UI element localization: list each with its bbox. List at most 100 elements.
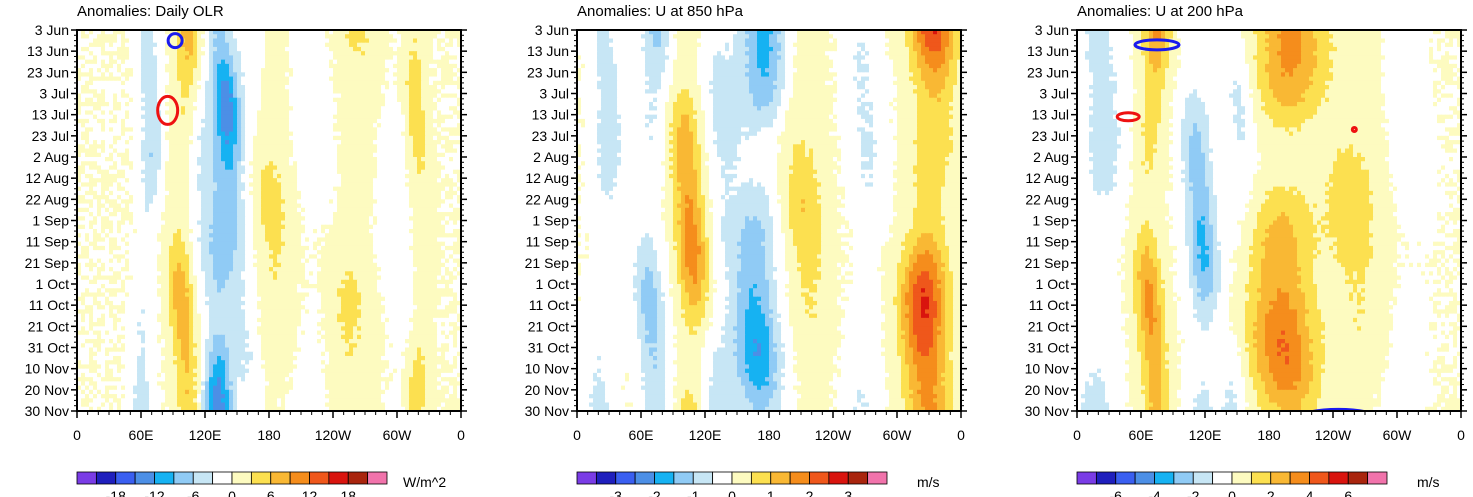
y-tick-label: 23 Jun [1027, 64, 1069, 80]
colorbar-swatch [173, 471, 194, 485]
colorbar-swatch [1154, 471, 1175, 485]
significance-contour [1307, 407, 1369, 411]
colorbar-swatch [712, 471, 733, 485]
x-tick-label: 60W [883, 427, 913, 443]
colorbar-swatch [1134, 471, 1155, 485]
y-tick-label: 3 Jun [535, 22, 569, 38]
colorbar-label: -4 [1148, 488, 1161, 497]
y-tick-label: 23 Jul [32, 128, 69, 144]
y-tick-label: 13 Jul [1032, 107, 1069, 123]
colorbar-swatch [1212, 471, 1233, 485]
x-tick-label: 180 [757, 427, 781, 443]
y-tick-label: 23 Jun [527, 64, 569, 80]
colorbar-label: -2 [1187, 488, 1200, 497]
colorbar-swatch [154, 471, 175, 485]
colorbar-swatch [828, 471, 849, 485]
y-tick-label: 20 Nov [1025, 382, 1069, 398]
colorbar-swatch [115, 471, 136, 485]
y-tick-label: 3 Jul [539, 86, 569, 102]
colorbar-swatch [847, 471, 869, 485]
panel-3: Anomalies: U at 200 hPa 3 Jun 13 Jun 23 Jun… [1025, 3, 1467, 497]
anomaly-field [77, 30, 461, 411]
colorbar-swatch [309, 471, 330, 485]
significance-contour [1133, 38, 1181, 52]
colorbar-label: 18 [340, 488, 356, 497]
colorbar-swatch [1115, 471, 1136, 485]
colorbar-swatch [76, 471, 97, 485]
x-tick-label: 180 [1257, 427, 1281, 443]
colorbar-swatch [576, 471, 597, 485]
colorbar-label: 0 [228, 488, 236, 497]
colorbar-swatch [270, 471, 291, 485]
colorbar-swatch [1328, 471, 1349, 485]
x-tick-label: 180 [257, 427, 281, 443]
y-tick-label: 21 Oct [1028, 318, 1069, 334]
colorbar-units: W/m^2 [403, 474, 446, 490]
x-tick-label: 60W [383, 427, 413, 443]
x-tick-label: 0 [457, 427, 465, 443]
colorbar-swatch [367, 471, 388, 485]
y-tick-label: 11 Oct [1029, 297, 1069, 313]
significance-contour [682, 414, 710, 424]
colorbar-swatch [212, 471, 233, 485]
x-tick-label: 0 [73, 427, 81, 443]
colorbar-label: 3 [844, 488, 852, 497]
significance-contour [156, 94, 180, 126]
colorbar-swatch [770, 471, 791, 485]
y-tick-label: 23 Jul [1032, 128, 1069, 144]
colorbar-swatch [1367, 471, 1388, 485]
y-tick-label: 23 Jul [532, 128, 569, 144]
colorbar: -18 -12 -6 0 6 12 18 W/m^2 [76, 471, 446, 497]
colorbar-label: -3 [610, 488, 623, 497]
y-tick-label: 23 Jun [27, 64, 69, 80]
colorbar-swatch [289, 471, 310, 485]
y-tick-label: 1 Oct [536, 276, 570, 292]
colorbar-swatch [1192, 471, 1214, 485]
y-tick-label: 21 Oct [28, 318, 69, 334]
x-tick-label: 120W [815, 427, 852, 443]
y-tick-label: 11 Sep [526, 234, 570, 250]
colorbar-swatch [731, 471, 752, 485]
x-tick-label: 0 [573, 427, 581, 443]
colorbar-swatch [867, 471, 888, 485]
colorbar-label: -2 [648, 488, 661, 497]
colorbar-label: -1 [687, 488, 700, 497]
y-tick-label: 11 Oct [529, 297, 569, 313]
anomaly-field [1077, 30, 1461, 411]
colorbar-swatch [134, 471, 155, 485]
y-tick-label: 11 Sep [26, 234, 70, 250]
y-tick-label: 3 Jul [39, 86, 69, 102]
colorbar-label: -6 [187, 488, 200, 497]
y-tick-label: 1 Sep [32, 213, 69, 229]
y-tick-label: 10 Nov [1025, 361, 1069, 377]
colorbar-label: 6 [267, 488, 275, 497]
colorbar: -3 -2 -1 0 1 2 3 m/s [576, 471, 940, 497]
y-tick-label: 30 Nov [525, 403, 569, 419]
x-tick-label: 120E [1189, 427, 1222, 443]
y-tick-label: 3 Jul [1039, 86, 1069, 102]
colorbar-label: 1 [767, 488, 775, 497]
y-tick-label: 13 Jul [532, 107, 569, 123]
colorbar-swatch [1231, 471, 1252, 485]
y-tick-label: 22 Aug [1025, 191, 1069, 207]
panel-title: Anomalies: Daily OLR [77, 3, 224, 20]
colorbar-swatch [1309, 471, 1330, 485]
panel-title: Anomalies: U at 850 hPa [577, 3, 744, 20]
colorbar-swatch [634, 471, 655, 485]
colorbar-swatch [654, 471, 675, 485]
x-tick-label: 120E [189, 427, 222, 443]
y-tick-label: 30 Nov [1025, 403, 1069, 419]
y-tick-label: 2 Aug [1033, 149, 1069, 165]
x-tick-label: 120W [1315, 427, 1352, 443]
colorbar-swatch [1250, 471, 1272, 485]
colorbar-units: m/s [1417, 474, 1440, 490]
y-tick-label: 12 Aug [25, 170, 69, 186]
y-tick-label: 30 Nov [25, 403, 69, 419]
y-tick-label: 11 Oct [29, 297, 69, 313]
significance-contour [1115, 111, 1141, 123]
colorbar-swatch [615, 471, 636, 485]
colorbar-swatch [1289, 471, 1310, 485]
anomaly-field [577, 30, 961, 424]
x-tick-label: 60E [629, 427, 654, 443]
